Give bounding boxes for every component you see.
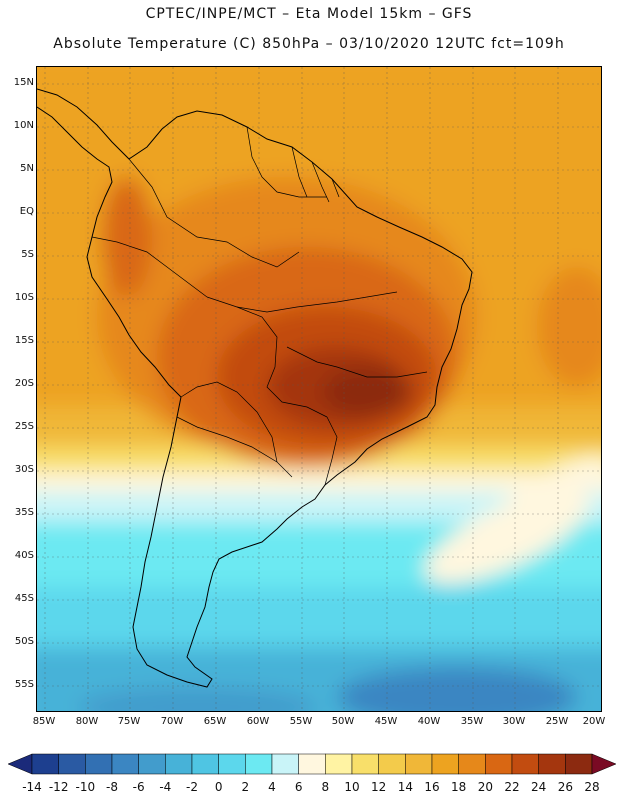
colorbar-tick-label: 24 (531, 780, 547, 794)
colorbar-swatch (298, 753, 326, 775)
lon-label: 40W (417, 716, 441, 727)
lat-label: 40S (14, 550, 34, 561)
colorbar (8, 753, 616, 775)
lat-label: EQ (19, 206, 34, 217)
lon-label: 60W (246, 716, 270, 727)
lon-label: 85W (32, 716, 56, 727)
colorbar-swatch (538, 753, 566, 775)
lon-label: 35W (460, 716, 484, 727)
lon-label: 45W (374, 716, 398, 727)
lon-label: 75W (117, 716, 141, 727)
lat-label: 10N (13, 120, 34, 131)
colorbar-tick-label: -2 (186, 780, 198, 794)
colorbar-swatch (245, 753, 273, 775)
colorbar-swatch (485, 753, 513, 775)
colorbar-swatch (31, 753, 59, 775)
colorbar-tick-label: 22 (504, 780, 520, 794)
lat-label: 20S (14, 378, 34, 389)
temperature-map (36, 66, 602, 712)
colorbar-tick-label: -14 (22, 780, 42, 794)
colorbar-tick-label: 0 (214, 780, 223, 794)
colorbar-tick-label: 18 (451, 780, 467, 794)
lon-label: 65W (203, 716, 227, 727)
gridlines (37, 67, 601, 711)
colorbar-swatch (85, 753, 113, 775)
lat-label: 5S (21, 249, 34, 260)
country-borders (91, 126, 428, 486)
colorbar-under-arrow (8, 753, 33, 775)
south-america-coastline (37, 88, 473, 688)
colorbar-tick-label: -12 (48, 780, 69, 794)
lat-label: 55S (14, 679, 34, 690)
lon-label: 80W (75, 716, 99, 727)
colorbar-swatch (271, 753, 299, 775)
colorbar-tick-label: 4 (268, 780, 276, 794)
colorbar-swatch (351, 753, 379, 775)
lat-label: 50S (14, 636, 34, 647)
colorbar-tick-label: -4 (159, 780, 172, 794)
colorbar-swatch (165, 753, 193, 775)
lat-label: 25S (14, 421, 34, 432)
colorbar-tick-label: -8 (106, 780, 118, 794)
lat-label: 15S (14, 335, 34, 346)
lat-label: 45S (14, 593, 34, 604)
colorbar-swatch (565, 753, 593, 775)
colorbar-tick-label: -6 (132, 780, 145, 794)
colorbar-tick-label: 10 (344, 780, 360, 794)
colorbar-tick-label: 8 (321, 780, 330, 794)
colorbar-tick-label: 26 (557, 780, 573, 794)
colorbar-swatch (325, 753, 353, 775)
colorbar-tick-label: 2 (241, 780, 250, 794)
lon-label: 55W (289, 716, 313, 727)
colorbar-over-arrow (591, 753, 616, 775)
lat-label: 15N (13, 77, 34, 88)
colorbar-tick-label: 14 (397, 780, 413, 794)
lat-label: 30S (14, 464, 34, 475)
colorbar-swatch (138, 753, 166, 775)
colorbar-tick-label: -10 (75, 780, 96, 794)
chart-title-line2: Absolute Temperature (C) 850hPa – 03/10/… (53, 36, 565, 52)
lat-label: 35S (14, 507, 34, 518)
lon-label: 25W (545, 716, 569, 727)
lat-label: 5N (20, 163, 34, 174)
colorbar-swatch (191, 753, 219, 775)
colorbar-swatch (58, 753, 86, 775)
colorbar-swatch (405, 753, 433, 775)
lat-label: 10S (14, 292, 34, 303)
lon-label: 30W (502, 716, 526, 727)
colorbar-tick-label: 6 (294, 780, 303, 794)
colorbar-swatch (111, 753, 139, 775)
colorbar-swatch (458, 753, 486, 775)
colorbar-tick-label: 12 (371, 780, 387, 794)
colorbar-swatch (431, 753, 459, 775)
colorbar-swatch (378, 753, 406, 775)
temperature-field (37, 67, 601, 711)
map-svg (37, 67, 601, 711)
colorbar-tick-label: 16 (424, 780, 440, 794)
colorbar-tick-label: 28 (584, 780, 600, 794)
lon-label: 20W (582, 716, 606, 727)
colorbar-tick-label: 20 (477, 780, 493, 794)
lon-label: 50W (331, 716, 355, 727)
colorbar-swatch (218, 753, 246, 775)
colorbar-swatch (511, 753, 539, 775)
chart-title-line1: CPTEC/INPE/MCT – Eta Model 15km – GFS (145, 6, 473, 22)
lon-label: 70W (160, 716, 184, 727)
